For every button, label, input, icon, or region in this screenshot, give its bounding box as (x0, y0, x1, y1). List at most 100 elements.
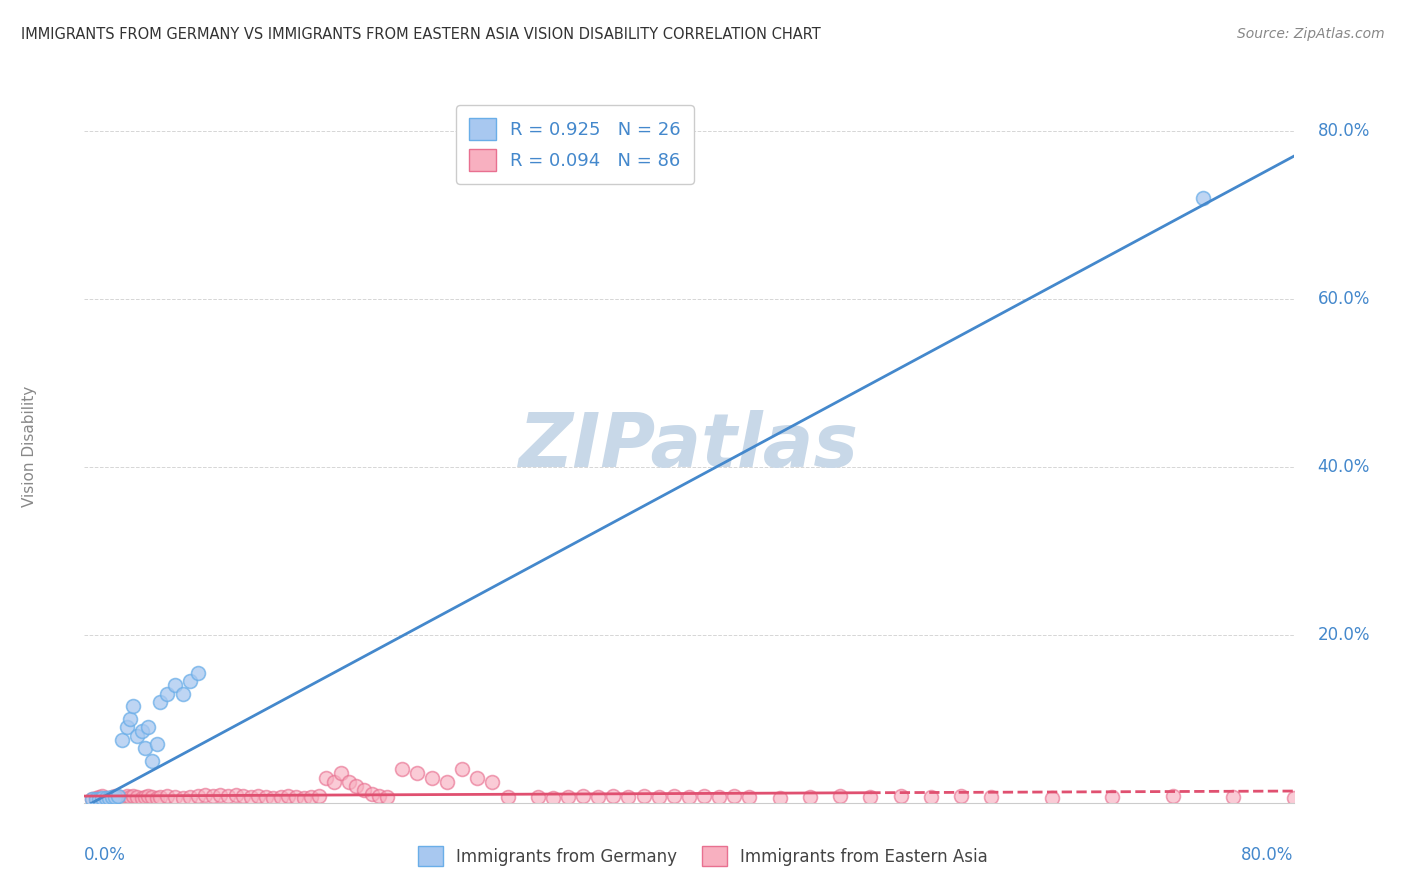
Point (799, 789, 821, 804)
Point (187, 665, 209, 680)
Text: Source: ZipAtlas.com: Source: ZipAtlas.com (1237, 27, 1385, 41)
Point (111, 790, 134, 805)
Point (467, 771, 489, 785)
Point (308, 789, 330, 803)
Point (481, 774, 503, 789)
Text: IMMIGRANTS FROM GERMANY VS IMMIGRANTS FROM EASTERN ASIA VISION DISABILITY CORREL: IMMIGRANTS FROM GERMANY VS IMMIGRANTS FR… (21, 27, 821, 42)
Point (254, 789, 277, 804)
Point (738, 789, 761, 804)
Point (107, 789, 129, 803)
Point (194, 789, 217, 803)
Point (179, 789, 201, 804)
Text: 20.0%: 20.0% (1317, 626, 1371, 644)
Point (247, 789, 270, 803)
Point (127, 789, 149, 804)
Point (80, 791, 103, 805)
Point (602, 789, 624, 803)
Text: 80.0%: 80.0% (1241, 846, 1294, 863)
Point (86, 791, 108, 805)
Point (322, 774, 344, 789)
Point (270, 789, 292, 804)
Point (118, 789, 141, 804)
Point (149, 695, 172, 709)
Point (217, 789, 239, 803)
Point (156, 687, 179, 701)
Point (859, 789, 882, 804)
Point (769, 790, 792, 805)
Point (1343, 789, 1365, 804)
Point (920, 789, 942, 804)
Point (86, 790, 108, 805)
Point (633, 789, 655, 803)
Text: Vision Disability: Vision Disability (22, 385, 38, 507)
Point (100, 789, 122, 804)
Point (1161, 789, 1184, 803)
Point (149, 789, 172, 804)
Point (315, 771, 337, 785)
Point (496, 789, 519, 804)
Point (1282, 790, 1305, 805)
Point (346, 779, 368, 793)
Point (588, 789, 610, 804)
Point (141, 754, 163, 768)
Point (375, 789, 398, 804)
Point (201, 789, 224, 803)
Point (330, 766, 353, 780)
Point (299, 789, 322, 804)
Point (136, 789, 159, 803)
Point (436, 774, 458, 789)
Point (121, 789, 143, 803)
Point (617, 789, 640, 804)
Point (693, 789, 716, 803)
Point (179, 674, 201, 689)
Point (1101, 789, 1123, 804)
Point (541, 790, 564, 805)
Point (91, 790, 114, 805)
Point (89, 789, 111, 804)
Text: 0.0%: 0.0% (84, 846, 127, 863)
Point (292, 790, 315, 805)
Point (131, 790, 153, 805)
Point (420, 771, 443, 785)
Point (526, 789, 548, 804)
Point (557, 789, 579, 804)
Point (262, 790, 284, 805)
Point (1040, 790, 1063, 805)
Point (104, 789, 127, 804)
Point (980, 789, 1002, 804)
Point (131, 724, 153, 739)
Text: 40.0%: 40.0% (1317, 458, 1369, 476)
Point (91, 789, 114, 803)
Point (146, 737, 169, 751)
Point (284, 789, 308, 804)
Text: 80.0%: 80.0% (1317, 122, 1369, 140)
Point (1222, 789, 1244, 804)
Legend: Immigrants from Germany, Immigrants from Eastern Asia: Immigrants from Germany, Immigrants from… (409, 838, 997, 875)
Point (80, 792, 103, 806)
Text: ZIPatlas: ZIPatlas (519, 409, 859, 483)
Point (391, 762, 413, 776)
Text: 60.0%: 60.0% (1317, 290, 1369, 308)
Point (239, 789, 262, 804)
Point (172, 790, 194, 805)
Point (121, 699, 143, 714)
Point (146, 790, 169, 805)
Point (111, 732, 134, 747)
Point (232, 789, 254, 803)
Point (127, 729, 149, 743)
Point (100, 789, 122, 804)
Point (406, 766, 429, 780)
Point (277, 789, 299, 803)
Point (662, 789, 685, 803)
Point (368, 789, 391, 803)
Point (709, 789, 731, 804)
Point (337, 774, 360, 789)
Point (163, 789, 186, 804)
Point (353, 783, 375, 797)
Point (163, 678, 186, 692)
Point (141, 789, 163, 804)
Point (572, 789, 595, 803)
Point (107, 789, 129, 804)
Point (118, 712, 141, 726)
Point (890, 789, 912, 803)
